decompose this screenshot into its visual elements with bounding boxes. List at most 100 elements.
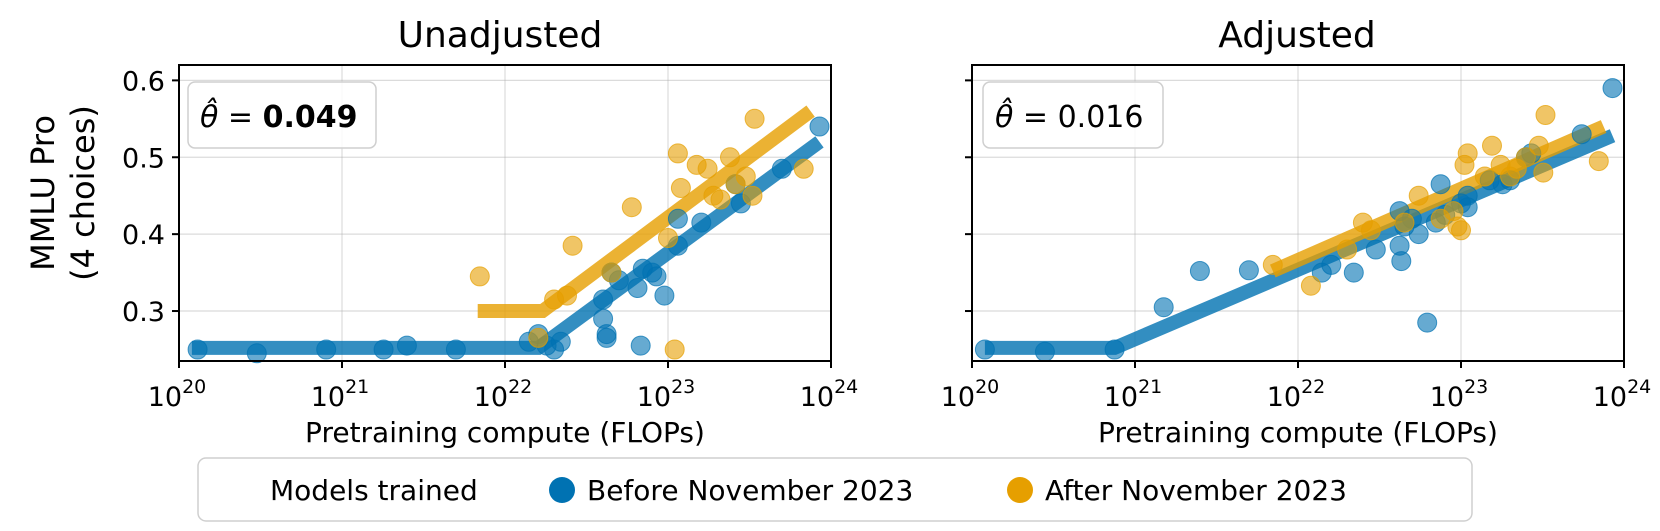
x-tick-label: 1021 [1104, 376, 1163, 413]
y-axis-label: MMLU Pro (4 choices) [24, 105, 102, 281]
data-point [1104, 339, 1125, 360]
data-point [664, 339, 685, 360]
panel-title: Adjusted [1218, 15, 1376, 56]
data-point [1474, 166, 1495, 187]
data-point [1034, 341, 1055, 362]
annotation-text: θ̂ = 0.049 [200, 97, 357, 135]
data-point [793, 158, 814, 179]
y-tick-label: 0.3 [122, 297, 165, 328]
data-point [246, 343, 267, 364]
panel-unadjusted: Unadjusted 1020 1021 1022 1023 1024 0.3 0.4 0.5… [122, 15, 858, 449]
legend-marker-after [1007, 477, 1033, 503]
data-point [1535, 105, 1556, 125]
data-point [1451, 220, 1471, 241]
data-point [1300, 275, 1321, 296]
data-point [744, 108, 765, 129]
x-tick-label: 1024 [1593, 376, 1652, 413]
data-point [974, 339, 995, 360]
data-point [1365, 239, 1386, 260]
annotation-box [187, 81, 377, 149]
annotation-value: 0.016 [1058, 100, 1144, 135]
y-tick-label: 0.5 [122, 143, 165, 174]
data-points [187, 108, 830, 364]
data-point [630, 335, 651, 356]
x-tick-label: 1022 [1267, 376, 1326, 413]
tick-labels: 1020 1021 1022 1023 1024 [941, 79, 1652, 413]
data-point [1321, 254, 1342, 275]
panel-adjusted: Adjusted 1020 1021 1022 1023 1024 θ̂ = 0.016… [941, 15, 1652, 449]
data-point [373, 339, 394, 360]
x-axis-label: Pretraining compute (FLOPs) [305, 416, 705, 449]
annotation-prefix: θ̂ = [995, 97, 1058, 135]
annotation-prefix: θ̂ = [200, 97, 263, 135]
data-point [1571, 124, 1592, 145]
data-point [658, 228, 678, 248]
data-point [1602, 78, 1623, 99]
data-point [1343, 262, 1364, 283]
data-point [396, 335, 417, 356]
data-point [1238, 260, 1259, 281]
legend-title: Models trained [270, 474, 478, 507]
data-point [469, 266, 490, 287]
data-point [1391, 251, 1412, 272]
data-point [1408, 185, 1429, 206]
data-point [1153, 297, 1174, 318]
data-point [667, 208, 688, 229]
fit-line [1269, 120, 1607, 278]
data-point [809, 116, 830, 137]
data-point [596, 327, 617, 348]
y-axis-label-line1: MMLU Pro [24, 115, 62, 271]
x-tick-label: 1020 [148, 376, 207, 413]
data-point [1515, 147, 1536, 168]
annotation-text: θ̂ = 0.016 [995, 97, 1143, 135]
data-point [691, 212, 712, 233]
data-point [667, 143, 688, 164]
panel-title: Unadjusted [398, 15, 603, 56]
data-point [601, 262, 622, 283]
data-point [771, 158, 792, 179]
data-point [670, 178, 691, 198]
data-point [1533, 162, 1554, 183]
legend-label-after: After November 2023 [1045, 474, 1347, 507]
y-axis-label-line2: (4 choices) [64, 105, 102, 281]
theta-annotation: θ̂ = 0.016 [982, 81, 1164, 149]
legend-label-before: Before November 2023 [587, 474, 913, 507]
data-point [593, 289, 614, 310]
data-point [1417, 312, 1438, 333]
data-point [1457, 143, 1478, 164]
data-point [1337, 239, 1358, 260]
legend-marker-before [549, 477, 575, 503]
data-point [1262, 254, 1283, 275]
data-point [654, 285, 675, 306]
y-tick-label: 0.6 [122, 66, 165, 97]
x-tick-label: 1021 [311, 376, 370, 413]
x-tick-label: 1024 [800, 376, 859, 413]
data-point [557, 285, 577, 306]
data-point [735, 166, 756, 187]
data-point [621, 197, 642, 218]
data-point [1588, 151, 1609, 172]
annotation-box [982, 81, 1164, 149]
data-point [1528, 135, 1549, 156]
data-points [974, 78, 1623, 362]
data-point [1430, 174, 1451, 195]
data-point [1482, 135, 1502, 156]
data-point [187, 339, 208, 360]
theta-annotation: θ̂ = 0.049 [187, 81, 377, 149]
legend-box [197, 457, 1473, 522]
data-point [316, 339, 337, 360]
annotation-value: 0.049 [263, 100, 358, 135]
data-point [1189, 261, 1210, 281]
legend: Models trained Before November 2023 Afte… [197, 457, 1473, 522]
x-tick-label: 1020 [941, 376, 1000, 413]
tick-labels: 1020 1021 1022 1023 1024 0.3 0.4 0.5 0.6 [122, 66, 858, 413]
y-tick-label: 0.4 [122, 220, 165, 251]
data-point [562, 235, 583, 256]
data-point [742, 185, 763, 206]
data-point [646, 266, 667, 287]
data-point [1360, 220, 1381, 241]
fit-line [477, 105, 815, 318]
x-tick-label: 1023 [1430, 376, 1489, 413]
x-tick-label: 1023 [637, 376, 696, 413]
